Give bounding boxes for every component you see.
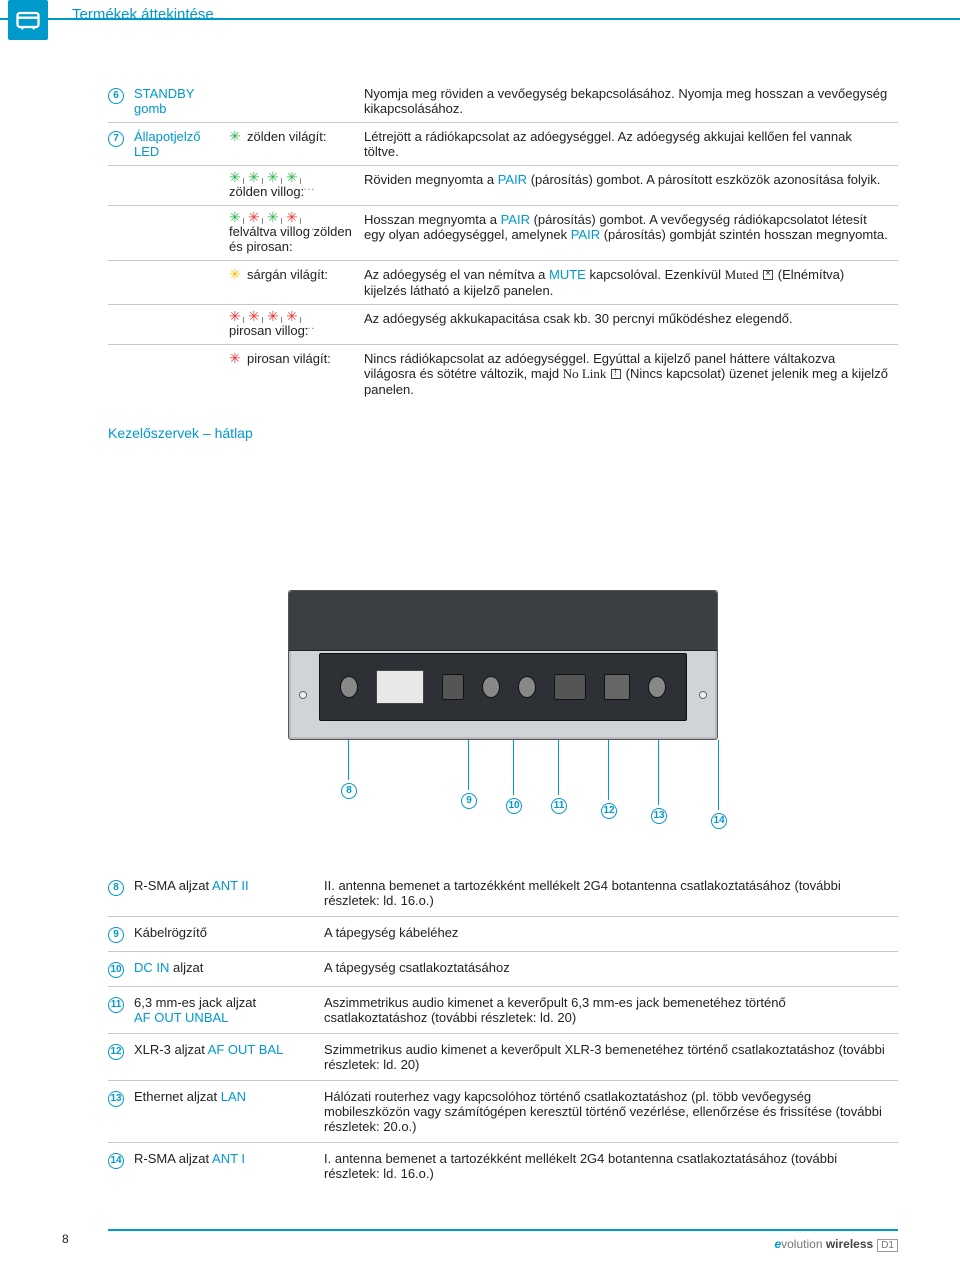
callout-6: 6 (108, 88, 124, 104)
port-lan (604, 674, 630, 700)
led-solid-yellow-icon (229, 269, 241, 281)
leader-14: 14 (711, 813, 727, 829)
conn-label-9: Kábelrögzítő (134, 917, 324, 952)
port-ant-ii (340, 676, 358, 698)
callout-8: 8 (108, 880, 124, 896)
conn-desc-9: A tápegység kábeléhez (324, 917, 898, 952)
conn-label-13: Ethernet aljzat LAN (134, 1081, 324, 1143)
leader-11: 11 (551, 798, 567, 814)
state-green-blink: zölden villog: (229, 184, 356, 199)
state-yellow-solid: sárgán világít: (247, 267, 328, 282)
conn-desc-8: II. antenna bemenet a tartozékként mellé… (324, 870, 898, 917)
leader-9: 9 (461, 793, 477, 809)
page-title: Termékek áttekintése (72, 6, 214, 23)
state-red-blink: pirosan villog: (229, 323, 356, 338)
device-rear-illustration: 8 9 10 11 12 13 14 (108, 560, 960, 840)
port-jack-unbal (518, 676, 536, 698)
conn-desc-11: Aszimmetrikus audio kimenet a keverőpult… (324, 987, 898, 1034)
mute-icon (763, 270, 773, 280)
conn-label-8: R-SMA aljzat ANT II (134, 870, 324, 917)
callout-11: 11 (108, 997, 124, 1013)
conn-desc-14: I. antenna bemenet a tartozékként mellék… (324, 1143, 898, 1190)
desc-green-blink: Röviden megnyomta a PAIR (párosítás) gom… (364, 166, 898, 206)
led-blink-green-red-icon (229, 212, 356, 224)
leader-8: 8 (341, 783, 357, 799)
connector-table: 8 R-SMA aljzat ANT II II. antenna bemene… (108, 870, 898, 1189)
callout-13: 13 (108, 1091, 124, 1107)
label-status-led: Állapotjelző LED (134, 129, 201, 159)
led-solid-green-icon (229, 131, 241, 143)
desc-red-blink: Az adóegység akkukapacitása csak kb. 30 … (364, 305, 898, 345)
desc-standby: Nyomja meg röviden a vevőegység bekapcso… (364, 80, 898, 123)
port-dc-in (482, 676, 500, 698)
led-blink-red-icon (229, 311, 356, 323)
callout-12: 12 (108, 1044, 124, 1060)
desc-red-solid: Nincs rádiókapcsolat az adóegységgel. Eg… (364, 345, 898, 404)
callout-7: 7 (108, 131, 124, 147)
state-red-solid: pirosan világít: (247, 351, 331, 366)
leader-10: 10 (506, 798, 522, 814)
desc-green-solid: Létrejött a rádiókapcsolat az adóegységg… (364, 123, 898, 166)
callout-10: 10 (108, 962, 124, 978)
header-product-icon (8, 0, 48, 40)
conn-desc-13: Hálózati routerhez vagy kapcsolóhoz tört… (324, 1081, 898, 1143)
callout-9: 9 (108, 927, 124, 943)
led-blink-green-icon (229, 172, 356, 184)
conn-label-14: R-SMA aljzat ANT I (134, 1143, 324, 1190)
conn-desc-10: A tápegység csatlakoztatásához (324, 952, 898, 987)
brand-mark: evolution wirelessD1 (774, 1237, 898, 1252)
page-number: 8 (62, 1232, 69, 1246)
led-state-table: 6 STANDBY gomb Nyomja meg röviden a vevő… (108, 80, 898, 403)
conn-label-12: XLR-3 aljzat AF OUT BAL (134, 1034, 324, 1081)
footer: evolution wirelessD1 (108, 1229, 898, 1252)
desc-green-red-blink: Hosszan megnyomta a PAIR (párosítás) gom… (364, 206, 898, 261)
leader-13: 13 (651, 808, 667, 824)
callout-14: 14 (108, 1153, 124, 1169)
state-green-solid: zölden világít: (247, 129, 327, 144)
conn-label-11: 6,3 mm-es jack aljzat AF OUT UNBAL (134, 987, 324, 1034)
state-green-red-blink: felváltva villog zölden és pirosan: (229, 224, 356, 254)
port-xlr-bal (554, 674, 586, 700)
subhead-rear-panel: Kezelőszervek – hátlap (108, 425, 898, 441)
device-label-block (376, 670, 424, 704)
conn-desc-12: Szimmetrikus audio kimenet a keverőpult … (324, 1034, 898, 1081)
port-cable-clamp (442, 674, 463, 700)
desc-yellow-solid: Az adóegység el van némítva a MUTE kapcs… (364, 261, 898, 305)
label-standby: STANDBY gomb (134, 86, 194, 116)
leader-12: 12 (601, 803, 617, 819)
conn-label-10: DC IN aljzat (134, 952, 324, 987)
led-solid-red-icon (229, 353, 241, 365)
warn-icon (611, 369, 621, 379)
port-ant-i (648, 676, 666, 698)
